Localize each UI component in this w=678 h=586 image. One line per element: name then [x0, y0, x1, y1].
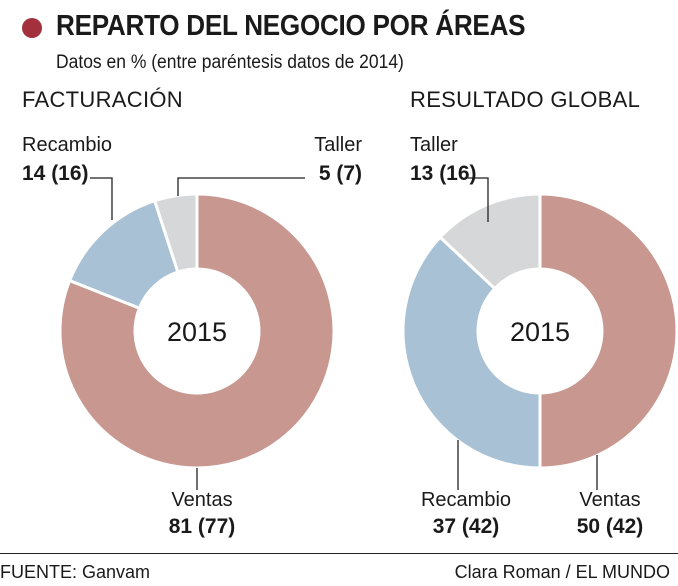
donut-slice-taller	[152, 192, 199, 274]
slice-name-recambio: Recambio	[22, 134, 112, 156]
donut-slice-taller	[438, 192, 542, 291]
slice-name-recambio: Recambio	[421, 489, 511, 511]
credit-note: Clara Roman / EL MUNDO	[454, 562, 670, 582]
leader-line-taller	[468, 177, 489, 222]
slice-value-ventas: 81 (77)	[169, 515, 236, 538]
chart-subtitle: Datos en % (entre paréntesis datos de 20…	[56, 52, 404, 73]
donut-center-label: 2015	[510, 317, 570, 347]
donut-center-label: 2015	[167, 317, 227, 347]
footer-divider	[0, 553, 678, 554]
slice-value-taller: 13 (16)	[410, 162, 477, 185]
title-bullet	[22, 18, 42, 38]
donut-slice-ventas	[58, 192, 336, 470]
slice-value-recambio: 14 (16)	[22, 162, 89, 185]
chart-title: REPARTO DEL NEGOCIO POR ÁREAS	[56, 10, 526, 42]
leader-line-recambio	[90, 177, 113, 220]
slice-name-taller: Taller	[410, 134, 458, 156]
source-note: FUENTE: Ganvam	[0, 562, 151, 582]
slice-name-ventas: Ventas	[579, 489, 640, 511]
slice-value-ventas: 50 (42)	[577, 515, 644, 538]
leader-line-taller	[177, 177, 305, 196]
slice-name-ventas: Ventas	[171, 489, 232, 511]
slice-name-taller: Taller	[314, 134, 362, 156]
donut-slice-ventas	[538, 192, 678, 470]
donut-title-facturacion: FACTURACIÓN	[22, 87, 183, 112]
slice-value-recambio: 37 (42)	[433, 515, 500, 538]
donut-title-resultado-global: RESULTADO GLOBAL	[410, 87, 641, 112]
slice-value-taller: 5 (7)	[319, 162, 362, 185]
